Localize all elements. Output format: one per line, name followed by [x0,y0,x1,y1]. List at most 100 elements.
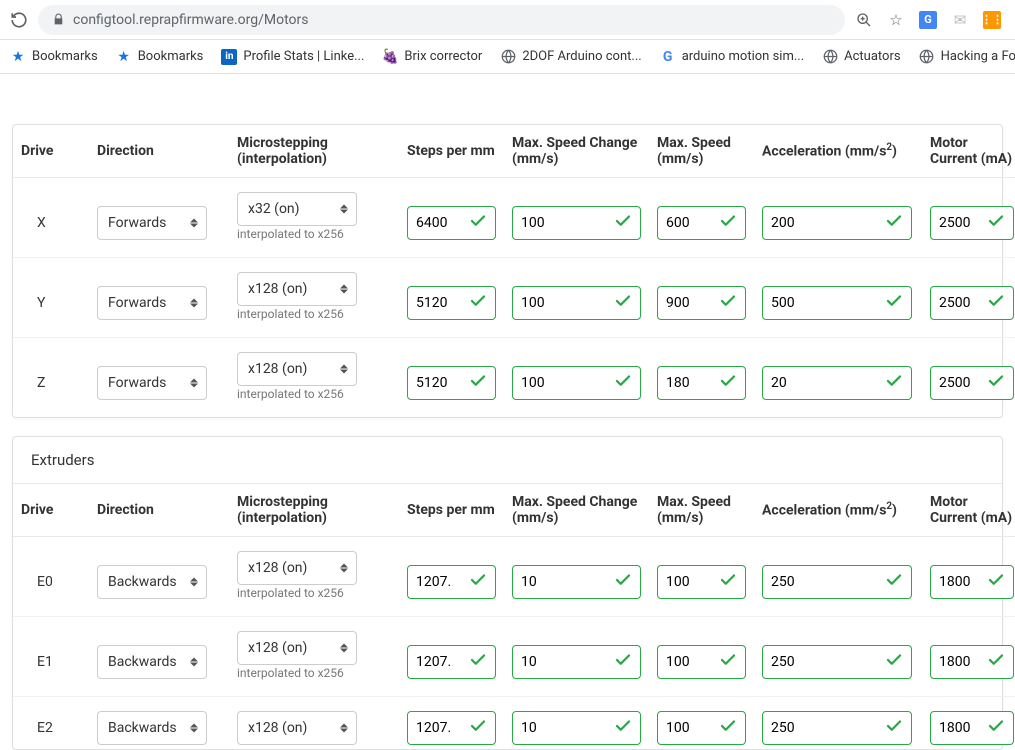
accel-input[interactable] [762,286,912,320]
bookmark-item[interactable]: 🍇Brix corrector [382,49,482,65]
col-speed-change: Max. Speed Change (mm/s) [504,484,649,537]
bookmark-item[interactable]: Hacking a Force Fe... [919,49,1015,65]
steps-input[interactable] [407,286,496,320]
motor-row: E0Backwardsx128 (on)interpolated to x256 [13,537,1015,617]
current-input[interactable] [930,206,1014,240]
bookmark-item[interactable]: Actuators [822,49,900,65]
microstep-select[interactable]: x128 (on) [237,631,357,665]
steps-input[interactable] [407,206,496,240]
col-current: Motor Current (mA) [922,484,1015,537]
speed-change-input[interactable] [512,645,641,679]
col-direction: Direction [89,125,229,178]
direction-select[interactable]: Forwards [97,366,207,400]
star-icon[interactable]: ☆ [887,11,905,29]
check-icon [614,372,632,394]
zoom-icon[interactable] [855,11,873,29]
current-input[interactable] [930,645,1014,679]
bookmark-item[interactable]: Garduino motion sim... [660,49,804,65]
chevron-updown-icon [340,285,348,294]
axes-table: Drive Direction Microstepping (interpola… [13,125,1015,417]
check-icon [885,212,903,234]
steps-input[interactable] [407,711,496,745]
check-icon [719,212,737,234]
microstep-select[interactable]: x128 (on) [237,352,357,386]
direction-select[interactable]: Backwards [97,711,207,745]
extruders-card: Extruders Drive Direction Microstepping … [12,436,1003,750]
max-speed-input[interactable] [657,645,746,679]
speed-change-input[interactable] [512,286,641,320]
accel-input[interactable] [762,645,912,679]
drive-label: Z [13,338,89,418]
steps-input[interactable] [407,565,496,599]
max-speed-input[interactable] [657,366,746,400]
check-icon [469,571,487,593]
bookmark-item[interactable]: ★Bookmarks [10,49,98,65]
bookmark-item[interactable]: 2DOF Arduino cont... [500,49,641,65]
extruders-table: Drive Direction Microstepping (interpola… [13,484,1015,749]
check-icon [719,292,737,314]
steps-input[interactable] [407,645,496,679]
current-input[interactable] [930,711,1014,745]
max-speed-input[interactable] [657,206,746,240]
col-drive: Drive [13,484,89,537]
accel-input[interactable] [762,206,912,240]
speed-change-input[interactable] [512,206,641,240]
mail-icon[interactable]: ✉ [951,11,969,29]
linkedin-icon: in [221,49,237,65]
motor-row: ZForwards x128 (on)interpolated to x256 [13,338,1015,418]
current-input[interactable] [930,286,1014,320]
microstep-select[interactable]: x32 (on) [237,192,357,226]
bookmark-item[interactable]: inProfile Stats | Linke... [221,49,364,65]
chrome-actions: ☆ G ✉ ⋮⋮ [855,11,1005,29]
col-steps: Steps per mm [399,484,504,537]
interp-note: interpolated to x256 [237,386,391,413]
drive-label: E1 [13,617,89,697]
chevron-updown-icon [190,577,198,586]
check-icon [469,212,487,234]
microstep-select[interactable]: x128 (on) [237,711,357,745]
direction-select[interactable]: Backwards [97,645,207,679]
col-speed-change: Max. Speed Change (mm/s) [504,125,649,178]
check-icon [885,651,903,673]
check-icon [885,571,903,593]
chevron-updown-icon [340,365,348,374]
microstep-select[interactable]: x128 (on) [237,551,357,585]
accel-input[interactable] [762,711,912,745]
col-max-speed: Max. Speed (mm/s) [649,484,754,537]
chevron-updown-icon [190,657,198,666]
page-content: Drive Direction Microstepping (interpola… [0,124,1015,750]
col-accel: Acceleration (mm/s2) [754,125,922,178]
max-speed-input[interactable] [657,565,746,599]
grape-icon: 🍇 [382,49,398,65]
microstep-select[interactable]: x128 (on) [237,272,357,306]
check-icon [987,571,1005,593]
direction-select[interactable]: Backwards [97,565,207,599]
speed-change-input[interactable] [512,366,641,400]
extension-icon[interactable]: ⋮⋮ [983,11,1001,29]
address-bar[interactable]: configtool.reprapfirmware.org/Motors [38,5,845,35]
current-input[interactable] [930,366,1014,400]
google-icon: G [660,49,676,65]
chevron-updown-icon [340,205,348,214]
check-icon [614,717,632,739]
steps-input[interactable] [407,366,496,400]
direction-select[interactable]: Forwards [97,206,207,240]
current-input[interactable] [930,565,1014,599]
speed-change-input[interactable] [512,711,641,745]
direction-select[interactable]: Forwards [97,286,207,320]
check-icon [987,372,1005,394]
check-icon [719,651,737,673]
accel-input[interactable] [762,366,912,400]
translate-icon[interactable]: G [919,11,937,29]
accel-input[interactable] [762,565,912,599]
reload-icon[interactable] [10,11,28,29]
max-speed-input[interactable] [657,286,746,320]
globe-icon [822,49,838,65]
speed-change-input[interactable] [512,565,641,599]
max-speed-input[interactable] [657,711,746,745]
motor-row: YForwardsx128 (on)interpolated to x256 [13,258,1015,338]
check-icon [987,717,1005,739]
bookmarks-bar: ★Bookmarks ★Bookmarks inProfile Stats | … [0,40,1015,74]
bookmark-item[interactable]: ★Bookmarks [116,49,204,65]
motor-row: E2Backwardsx128 (on) [13,697,1015,750]
